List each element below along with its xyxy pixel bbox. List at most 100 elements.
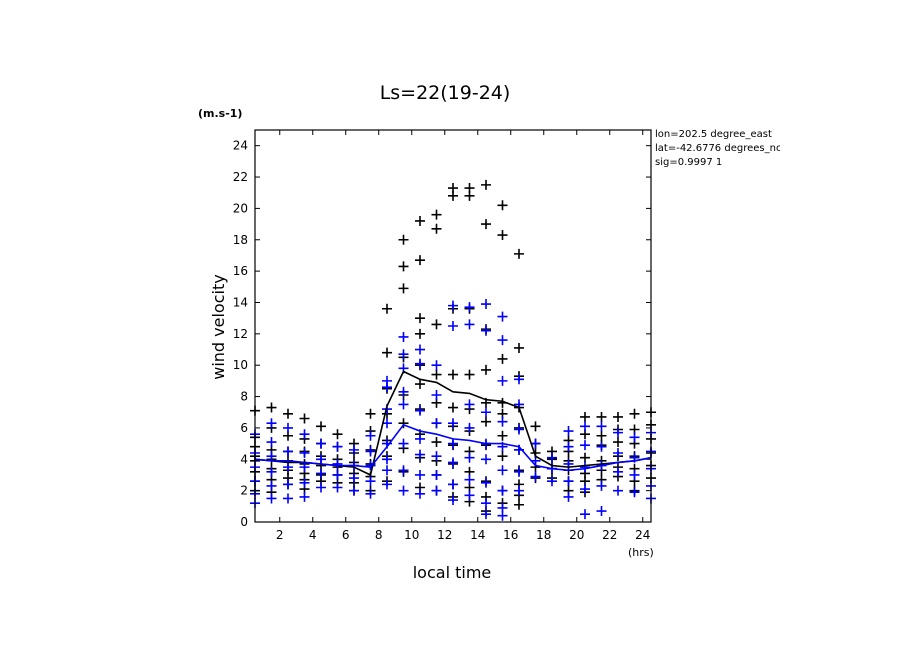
x-tick-label: 10 [404, 528, 419, 542]
data-point-series-2 [398, 465, 409, 476]
data-point-series-2 [349, 485, 359, 496]
data-point-series-2 [448, 321, 458, 331]
mean-lines [254, 370, 652, 477]
data-point-series-1 [398, 283, 409, 294]
data-point-series-1 [332, 429, 343, 440]
data-point-series-2 [349, 444, 359, 455]
data-point-series-2 [464, 302, 475, 313]
data-point-series-2 [547, 452, 557, 463]
data-point-series-2 [497, 375, 508, 386]
data-point-series-2 [415, 488, 425, 499]
x-axis-title: local time [413, 563, 492, 582]
y-tick-label: 8 [240, 390, 248, 404]
data-point-series-1 [481, 219, 491, 230]
data-point-series-1 [431, 319, 442, 330]
x-tick-label: 8 [375, 528, 383, 542]
x-tick-label: 6 [342, 528, 350, 542]
data-point-series-2 [415, 433, 425, 444]
info-sig: sig=0.9997 1 [655, 157, 722, 168]
data-point-series-2 [580, 440, 590, 451]
data-point-series-2 [613, 448, 623, 459]
data-point-series-2 [514, 424, 524, 435]
data-point-series-2 [266, 493, 277, 504]
data-point-series-2 [283, 493, 293, 504]
x-tick-label: 22 [602, 528, 617, 542]
info-lon: lon=202.5 degree_east [655, 129, 772, 140]
data-point-series-2 [497, 485, 508, 496]
data-point-series-2 [415, 469, 425, 480]
data-point-series-1 [530, 421, 541, 432]
data-point-series-1 [514, 248, 524, 259]
y-tick-label: 18 [233, 233, 248, 247]
data-point-series-2 [596, 421, 607, 432]
x-tick-label: 24 [635, 528, 650, 542]
data-point-series-2 [530, 438, 541, 449]
data-point-series-2 [431, 469, 442, 480]
data-point-series-2 [398, 399, 409, 410]
data-point-series-1 [431, 437, 442, 448]
data-point-series-2 [365, 488, 376, 499]
data-point-series-2 [613, 466, 623, 477]
data-point-series-2 [415, 358, 425, 369]
data-point-series-1 [448, 190, 458, 201]
data-point-series-2 [448, 438, 458, 449]
data-point-series-2 [464, 422, 475, 433]
data-point-series-2 [316, 468, 326, 479]
data-point-series-1 [316, 421, 326, 432]
data-point-series-2 [283, 422, 293, 433]
data-point-series-2 [332, 469, 343, 480]
data-point-series-2 [283, 479, 293, 490]
data-point-series-2 [398, 438, 409, 449]
data-point-series-2 [448, 479, 458, 490]
data-point-series-2 [299, 429, 310, 440]
data-point-series-1 [415, 255, 425, 266]
data-point-series-2 [398, 331, 409, 342]
data-point-series-2 [299, 462, 310, 473]
plot-frame [254, 129, 652, 523]
data-point-series-1 [448, 402, 458, 413]
data-point-series-1 [431, 369, 442, 380]
data-point-series-1 [497, 353, 508, 364]
x-tick-label: 2 [276, 528, 284, 542]
y-unit-label: (m.s-1) [198, 107, 242, 120]
data-point-series-2 [332, 482, 343, 493]
data-point-series-2 [415, 344, 425, 355]
data-point-series-2 [481, 498, 491, 509]
data-point-series-1 [629, 408, 640, 419]
data-point-series-2 [365, 430, 376, 441]
y-tick-label: 2 [240, 484, 248, 498]
data-point-series-1 [415, 379, 425, 390]
data-point-series-1 [431, 209, 442, 220]
data-point-series-2 [481, 325, 491, 336]
data-point-series-2 [563, 426, 574, 437]
data-point-series-1 [514, 499, 524, 510]
y-tick-label: 4 [240, 452, 248, 466]
data-point-series-2 [448, 495, 458, 506]
info-lat: lat=-42.6776 degrees_north [655, 143, 796, 154]
data-point-series-1 [613, 411, 623, 422]
data-point-series-1 [497, 230, 508, 241]
data-point-series-2 [514, 485, 524, 496]
data-point-series-2 [563, 441, 574, 452]
x-tick-label: 14 [470, 528, 485, 542]
data-point-series-2 [415, 405, 425, 416]
data-point-series-2 [283, 446, 293, 457]
data-point-series-2 [266, 480, 277, 491]
data-point-series-1 [431, 223, 442, 234]
data-point-series-2 [563, 491, 574, 502]
data-point-series-2 [464, 490, 475, 501]
data-marks [250, 179, 656, 521]
data-point-series-2 [316, 482, 326, 493]
data-point-series-2 [596, 480, 607, 491]
data-point-series-2 [481, 509, 491, 520]
data-point-series-2 [563, 476, 574, 487]
data-point-series-1 [398, 261, 409, 272]
data-point-series-2 [497, 465, 508, 476]
data-point-series-2 [481, 407, 491, 418]
data-point-series-1 [299, 413, 310, 424]
data-point-series-2 [431, 485, 442, 496]
data-point-series-2 [613, 427, 623, 438]
data-point-series-2 [332, 458, 343, 469]
chart-title: Ls=22(19-24) [380, 82, 511, 104]
data-point-series-2 [613, 485, 623, 496]
